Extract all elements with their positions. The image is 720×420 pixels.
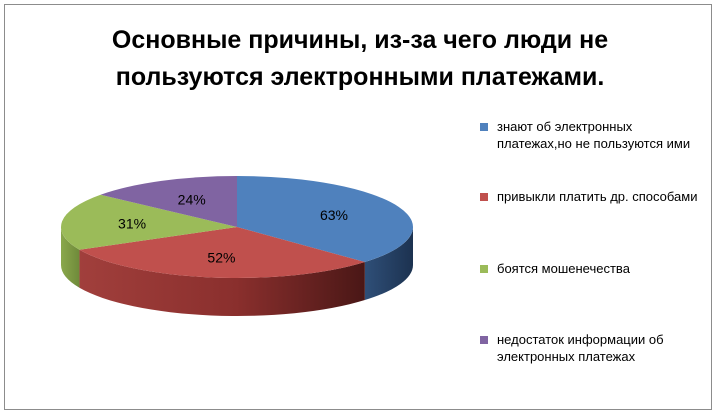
legend-swatch-2 (480, 193, 488, 201)
pie-slice-2 (79, 227, 365, 278)
legend-label-1: знают об электронных платежах,но не поль… (497, 119, 691, 151)
pie-slice-label-4: 24% (178, 191, 206, 207)
pie-slice-side-1 (364, 227, 413, 301)
chart-title-line-2: пользуются электронными платежами. (115, 63, 605, 91)
pie-slice-label-2: 52% (207, 249, 235, 265)
pie-sides (61, 227, 413, 316)
legend-swatch-1 (480, 123, 488, 131)
pie-slice-label-3: 31% (118, 216, 146, 232)
legend-label-2: привыкли платить др. способами (497, 189, 698, 204)
pie-slice-1 (237, 176, 414, 263)
legend-label-4: недостаток информации об электронных пла… (497, 332, 664, 364)
pie-labels: 63% 52% 31% 24% (118, 191, 348, 265)
pie-slice-3 (60, 194, 238, 250)
pie-tops (60, 176, 414, 278)
pie-slice-label-1: 63% (320, 207, 348, 223)
legend-label-3: боятся мошенечества (497, 261, 630, 276)
pie-slice-side-3 (61, 227, 80, 288)
chart-title: Основные причины, из-за чего люди не пол… (60, 22, 660, 96)
legend-swatch-3 (480, 265, 488, 273)
chart-title-line-1: Основные причины, из-за чего люди не (111, 26, 609, 54)
pie-slice-4 (100, 176, 237, 227)
legend-swatch-4 (480, 336, 488, 344)
pie-slice-side-2 (79, 249, 365, 316)
